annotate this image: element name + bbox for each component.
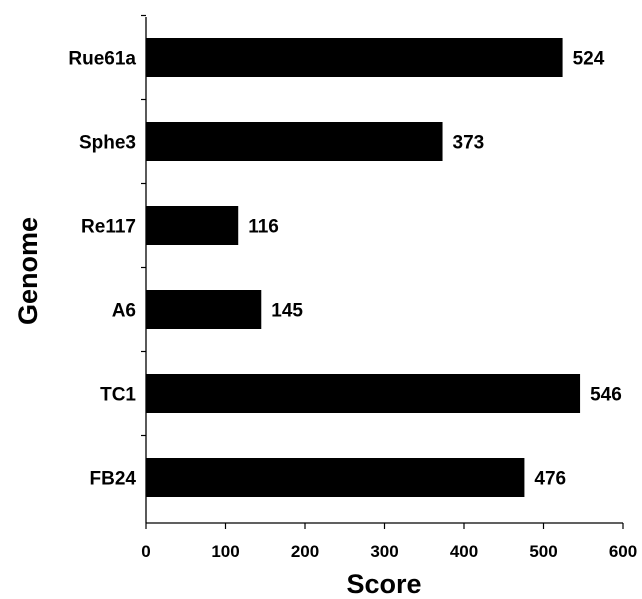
y-axis-title: Genome: [13, 217, 43, 325]
x-tick-label: 200: [291, 542, 319, 561]
x-tick-label: 500: [529, 542, 557, 561]
bar-rue61a: [146, 38, 563, 77]
x-tick-label: 300: [370, 542, 398, 561]
x-tick-label: 600: [609, 542, 637, 561]
bar-fb24: [146, 458, 525, 497]
bar-tc1: [146, 374, 581, 413]
y-tick-label: Sphe3: [79, 133, 136, 154]
bar-a6: [146, 290, 262, 329]
bars: [146, 38, 581, 497]
bar-sphe3: [146, 122, 443, 161]
y-tick-labels: Rue61a Sphe3 Re117 A6 TC1 FB24: [68, 14, 146, 490]
x-ticks: 0 100 200 300 400 500 600: [141, 523, 637, 561]
x-axis-title: Score: [346, 569, 421, 599]
x-tick-label: 400: [450, 542, 478, 561]
data-label: 373: [453, 133, 485, 154]
bar-re117: [146, 206, 239, 245]
y-tick-label: Rue61a: [68, 49, 136, 70]
x-tick-label: 100: [211, 542, 239, 561]
data-label: 476: [534, 469, 566, 490]
y-tick-label: Re117: [81, 217, 136, 238]
y-tick-label: A6: [112, 301, 136, 322]
y-tick-label: FB24: [90, 469, 137, 490]
axes: [145, 17, 623, 524]
data-labels: 524 373 116 145 546 476: [248, 49, 622, 490]
data-label: 524: [573, 49, 605, 70]
data-label: 546: [590, 385, 622, 406]
data-label: 145: [271, 301, 303, 322]
y-tick-label: TC1: [100, 385, 136, 406]
x-tick-label: 0: [141, 542, 150, 561]
data-label: 116: [248, 217, 279, 238]
